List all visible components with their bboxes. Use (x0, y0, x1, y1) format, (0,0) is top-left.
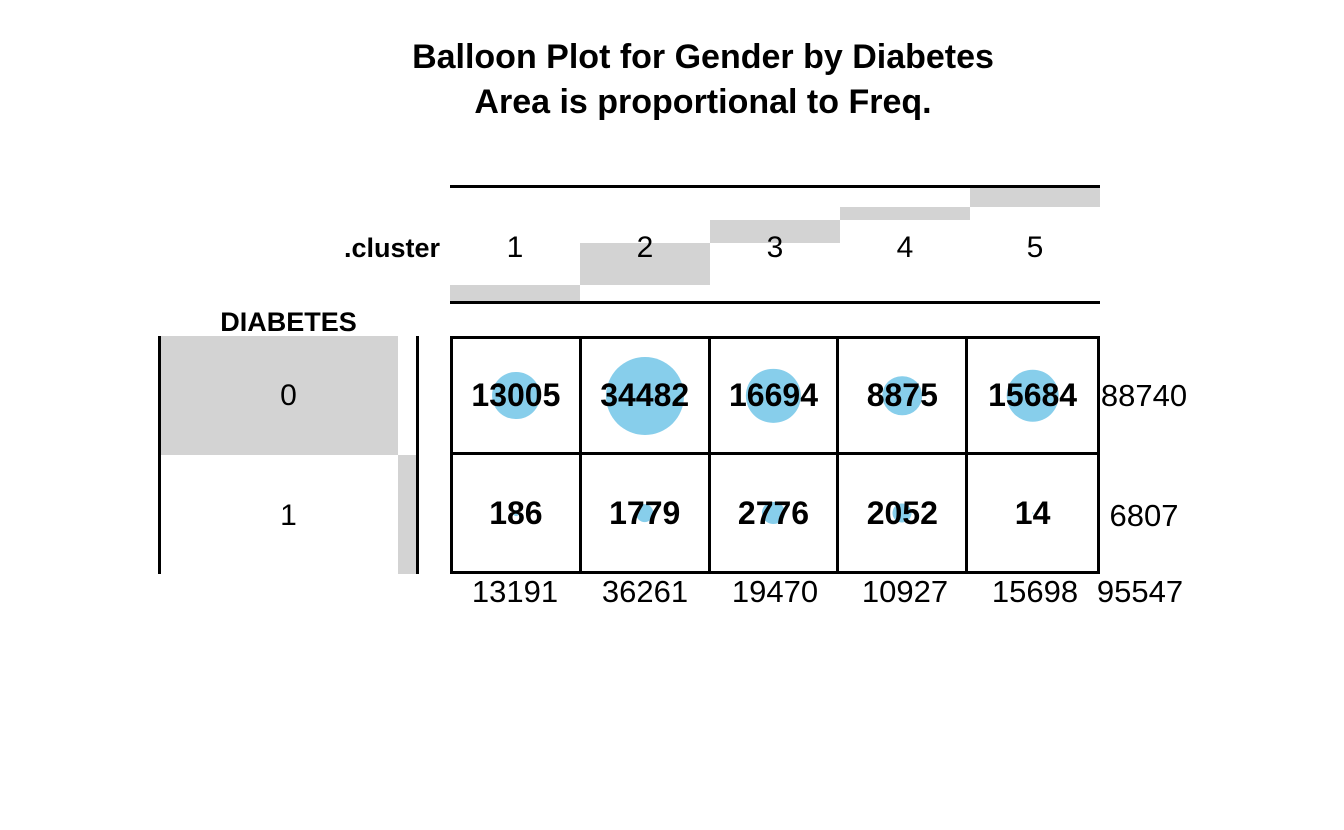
column-margin-area (450, 185, 1100, 304)
column-total-3: 19470 (731, 574, 819, 609)
balloon (746, 368, 801, 423)
balloon (1006, 369, 1059, 422)
cell-value: 8875 (866, 377, 938, 413)
balloon-cell-r1-c2: 1779 (582, 455, 711, 571)
cell-value: 16694 (729, 377, 818, 413)
balloon (491, 371, 540, 420)
column-dimension-label: .cluster (343, 233, 440, 263)
row-margin-area (158, 336, 419, 574)
row-margin-bar-0 (161, 336, 398, 455)
balloon (605, 356, 684, 435)
balloon (892, 503, 912, 523)
row-label-0: 0 (280, 379, 297, 412)
balloon (882, 375, 923, 416)
balloon-cell-r0-c2: 34482 (581, 339, 711, 455)
cell-value: 34482 (600, 377, 690, 413)
row-total-1: 6807 (1109, 498, 1179, 533)
column-margin-bar-5 (970, 188, 1100, 207)
row-total-0: 88740 (1100, 378, 1188, 413)
column-total-4: 10927 (861, 574, 949, 609)
balloon-cell-r0-c4: 8875 (839, 339, 969, 455)
balloon-cell-r1-c5: 14 (968, 455, 1097, 571)
cell-value: 1779 (609, 494, 681, 531)
row-label-1: 1 (280, 499, 297, 532)
column-label-3: 3 (766, 231, 784, 264)
column-margin-bar-2 (580, 242, 710, 286)
balloon (635, 504, 654, 522)
balloon-cell-r0-c3: 16694 (710, 339, 840, 455)
column-total-1: 13191 (471, 574, 559, 609)
column-total-5: 15698 (991, 574, 1079, 609)
cell-value: 2776 (737, 494, 810, 531)
column-label-1: 1 (506, 231, 524, 264)
column-total-2: 36261 (601, 574, 689, 609)
cell-value: 14 (1014, 494, 1051, 531)
balloon-cell-r1-c3: 2776 (711, 455, 840, 571)
cell-value: 186 (489, 494, 543, 531)
cell-value: 13005 (471, 377, 561, 413)
balloon-table: 13005 34482 16694 8875 15684 186 1779 2776 2052 1… (450, 336, 1100, 574)
column-margin-bar-1 (450, 285, 580, 301)
column-label-2: 2 (636, 231, 654, 264)
balloon-cell-r1-c4: 2052 (839, 455, 969, 571)
column-margin-bar-4 (840, 206, 970, 220)
column-margin-bar-3 (710, 219, 840, 243)
column-label-4: 4 (896, 231, 914, 264)
balloon-cell-r0-c1: 13005 (453, 339, 582, 455)
row-dimension-label: DIABETES (220, 307, 357, 337)
column-label-5: 5 (1026, 231, 1044, 264)
row-margin-bar-1 (397, 455, 416, 574)
chart-subtitle: Area is proportional to Freq. (474, 83, 932, 121)
balloon (762, 501, 785, 525)
balloon (1031, 512, 1034, 514)
balloon-cell-r0-c5: 15684 (968, 339, 1097, 455)
balloon-cell-r1-c1: 186 (453, 455, 582, 571)
cell-value: 15684 (988, 377, 1078, 413)
chart-title: Balloon Plot for Gender by Diabetes (412, 38, 994, 76)
grand-total: 95547 (1096, 574, 1184, 609)
cell-value: 2052 (866, 494, 938, 531)
balloon (513, 510, 519, 516)
